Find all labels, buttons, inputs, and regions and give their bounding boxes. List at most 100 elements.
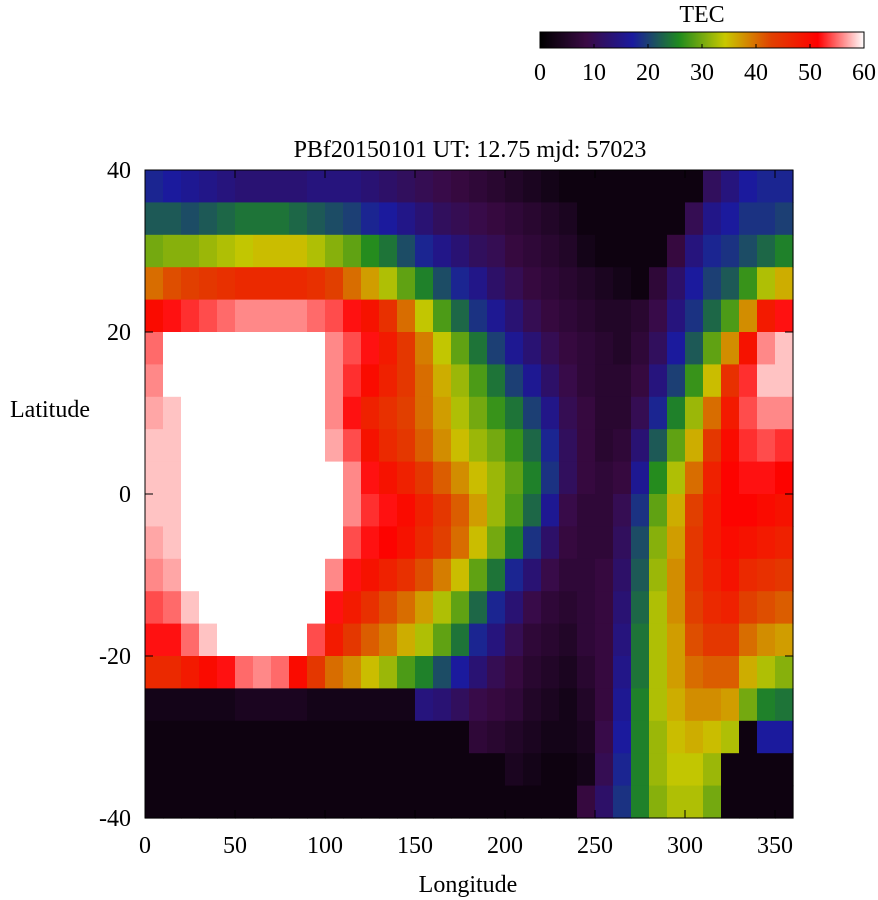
colorbar-tick-label: 50 — [798, 60, 822, 86]
heatmap-cell — [181, 429, 200, 463]
heatmap-cell — [775, 688, 794, 722]
heatmap-cell — [685, 234, 704, 268]
heatmap-cell — [685, 429, 704, 463]
heatmap-cell — [595, 720, 614, 754]
heatmap-cell — [451, 364, 470, 398]
heatmap-cell — [253, 364, 272, 398]
heatmap-cell — [559, 396, 578, 430]
heatmap-cell — [325, 753, 344, 787]
heatmap-cell — [199, 623, 218, 657]
heatmap-cell — [577, 461, 596, 495]
y-axis-ticks: 40 20 0 -20 -40 — [99, 158, 793, 832]
heatmap-cell — [649, 364, 668, 398]
heatmap-cell — [775, 785, 794, 819]
heatmap-cell — [325, 720, 344, 754]
heatmap-cell — [631, 299, 650, 333]
heatmap-cell — [469, 656, 488, 689]
heatmap-cell — [757, 299, 776, 333]
heatmap-cell — [361, 170, 380, 203]
heatmap-cell — [613, 688, 632, 722]
heatmap-cell — [343, 494, 362, 527]
heatmap-cell — [397, 267, 416, 301]
heatmap-cell — [235, 720, 254, 754]
heatmap-cell — [523, 267, 542, 301]
heatmap-cell — [145, 202, 164, 236]
heatmap-cell — [379, 753, 398, 787]
heatmap-cell — [379, 494, 398, 527]
heatmap-cell — [163, 526, 182, 560]
heatmap-cell — [631, 785, 650, 819]
heatmap-cell — [415, 688, 434, 722]
heatmap-cell — [181, 656, 200, 689]
heatmap-cell — [289, 396, 308, 430]
heatmap-cell — [217, 429, 236, 463]
heatmap-cell — [487, 494, 506, 527]
heatmap-cell — [487, 332, 506, 365]
heatmap-cell — [181, 753, 200, 787]
heatmap-cell — [775, 396, 794, 430]
heatmap-cell — [307, 299, 326, 333]
heatmap-cell — [163, 753, 182, 787]
heatmap-cell — [307, 494, 326, 527]
heatmap-cell — [145, 332, 164, 365]
heatmap-cell — [739, 299, 758, 333]
heatmap-cell — [181, 785, 200, 819]
heatmap-cell — [541, 170, 560, 203]
heatmap-cell — [631, 656, 650, 689]
heatmap-cell — [307, 785, 326, 819]
heatmap-cell — [253, 753, 272, 787]
heatmap-cell — [325, 429, 344, 463]
heatmap-cell — [307, 332, 326, 365]
heatmap-cell — [361, 753, 380, 787]
heatmap-cell — [613, 785, 632, 819]
heatmap-cell — [721, 299, 740, 333]
heatmap-cell — [163, 558, 182, 592]
heatmap-cell — [613, 656, 632, 689]
heatmap-cell — [469, 720, 488, 754]
heatmap-cell — [685, 267, 704, 301]
heatmap-cell — [433, 688, 452, 722]
heatmap-cell — [235, 591, 254, 625]
heatmap-cell — [397, 234, 416, 268]
heatmap-cell — [379, 234, 398, 268]
heatmap-cell — [253, 558, 272, 592]
heatmap-cell — [721, 364, 740, 398]
heatmap-cell — [685, 170, 704, 203]
heatmap-cell — [289, 720, 308, 754]
heatmap-cell — [649, 461, 668, 495]
heatmap-cell — [541, 461, 560, 495]
heatmap-cell — [433, 526, 452, 560]
heatmap-cell — [343, 429, 362, 463]
heatmap-cell — [685, 720, 704, 754]
heatmap-cell — [775, 623, 794, 657]
heatmap-cell — [649, 720, 668, 754]
heatmap-cell — [343, 558, 362, 592]
heatmap-cell — [613, 494, 632, 527]
heatmap-cell — [721, 623, 740, 657]
heatmap-cell — [595, 753, 614, 787]
heatmap-cell — [541, 720, 560, 754]
heatmap-cell — [469, 558, 488, 592]
heatmap-cell — [559, 202, 578, 236]
heatmap-cell — [307, 267, 326, 301]
heatmap-cell — [559, 688, 578, 722]
heatmap-cell — [163, 494, 182, 527]
heatmap-cell — [433, 753, 452, 787]
heatmap-cell — [271, 688, 290, 722]
colorbar-tick-label: 0 — [534, 60, 546, 86]
heatmap-cell — [325, 234, 344, 268]
heatmap-cell — [379, 299, 398, 333]
heatmap-cell — [289, 753, 308, 787]
heatmap-cell — [199, 364, 218, 398]
heatmap-cell — [685, 364, 704, 398]
heatmap-cell — [271, 364, 290, 398]
heatmap-cell — [739, 170, 758, 203]
heatmap-cell — [667, 299, 686, 333]
heatmap-cell — [487, 688, 506, 722]
heatmap-cell — [559, 364, 578, 398]
heatmap-cell — [451, 299, 470, 333]
heatmap-cell — [361, 299, 380, 333]
heatmap-cell — [199, 720, 218, 754]
heatmap-cell — [325, 785, 344, 819]
heatmap-cell — [721, 332, 740, 365]
